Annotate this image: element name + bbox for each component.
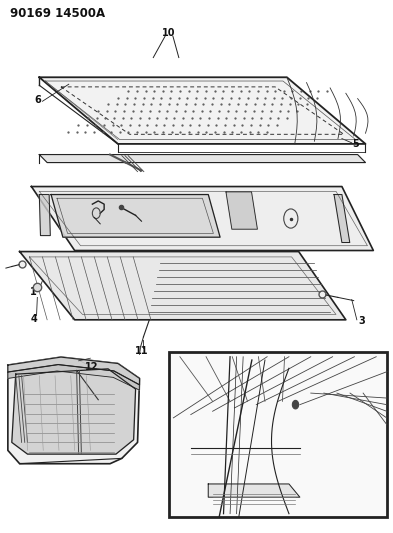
Polygon shape <box>8 357 140 464</box>
Text: 1: 1 <box>30 287 37 296</box>
Polygon shape <box>20 252 346 320</box>
Text: 2: 2 <box>130 240 137 250</box>
Text: 13: 13 <box>78 223 91 232</box>
Polygon shape <box>208 484 300 497</box>
Text: 9: 9 <box>358 400 364 410</box>
Text: 3: 3 <box>358 317 365 326</box>
Text: 10: 10 <box>162 28 176 38</box>
Polygon shape <box>31 187 373 251</box>
Text: 8: 8 <box>176 400 183 410</box>
Bar <box>169 352 387 517</box>
Polygon shape <box>39 155 365 163</box>
Polygon shape <box>39 77 365 144</box>
Text: 7: 7 <box>332 310 340 319</box>
Text: 12: 12 <box>85 362 98 372</box>
Polygon shape <box>8 365 140 390</box>
Text: 14: 14 <box>355 236 368 246</box>
Polygon shape <box>51 195 220 237</box>
Circle shape <box>292 400 299 409</box>
Polygon shape <box>8 357 140 385</box>
Text: 6: 6 <box>34 95 41 105</box>
Polygon shape <box>226 192 257 229</box>
Polygon shape <box>39 195 50 236</box>
Polygon shape <box>12 369 136 454</box>
Text: 5: 5 <box>352 139 359 149</box>
Text: 4: 4 <box>31 314 38 324</box>
Text: 11: 11 <box>135 346 148 356</box>
Text: 90169 14500A: 90169 14500A <box>10 7 105 20</box>
Polygon shape <box>334 195 350 243</box>
